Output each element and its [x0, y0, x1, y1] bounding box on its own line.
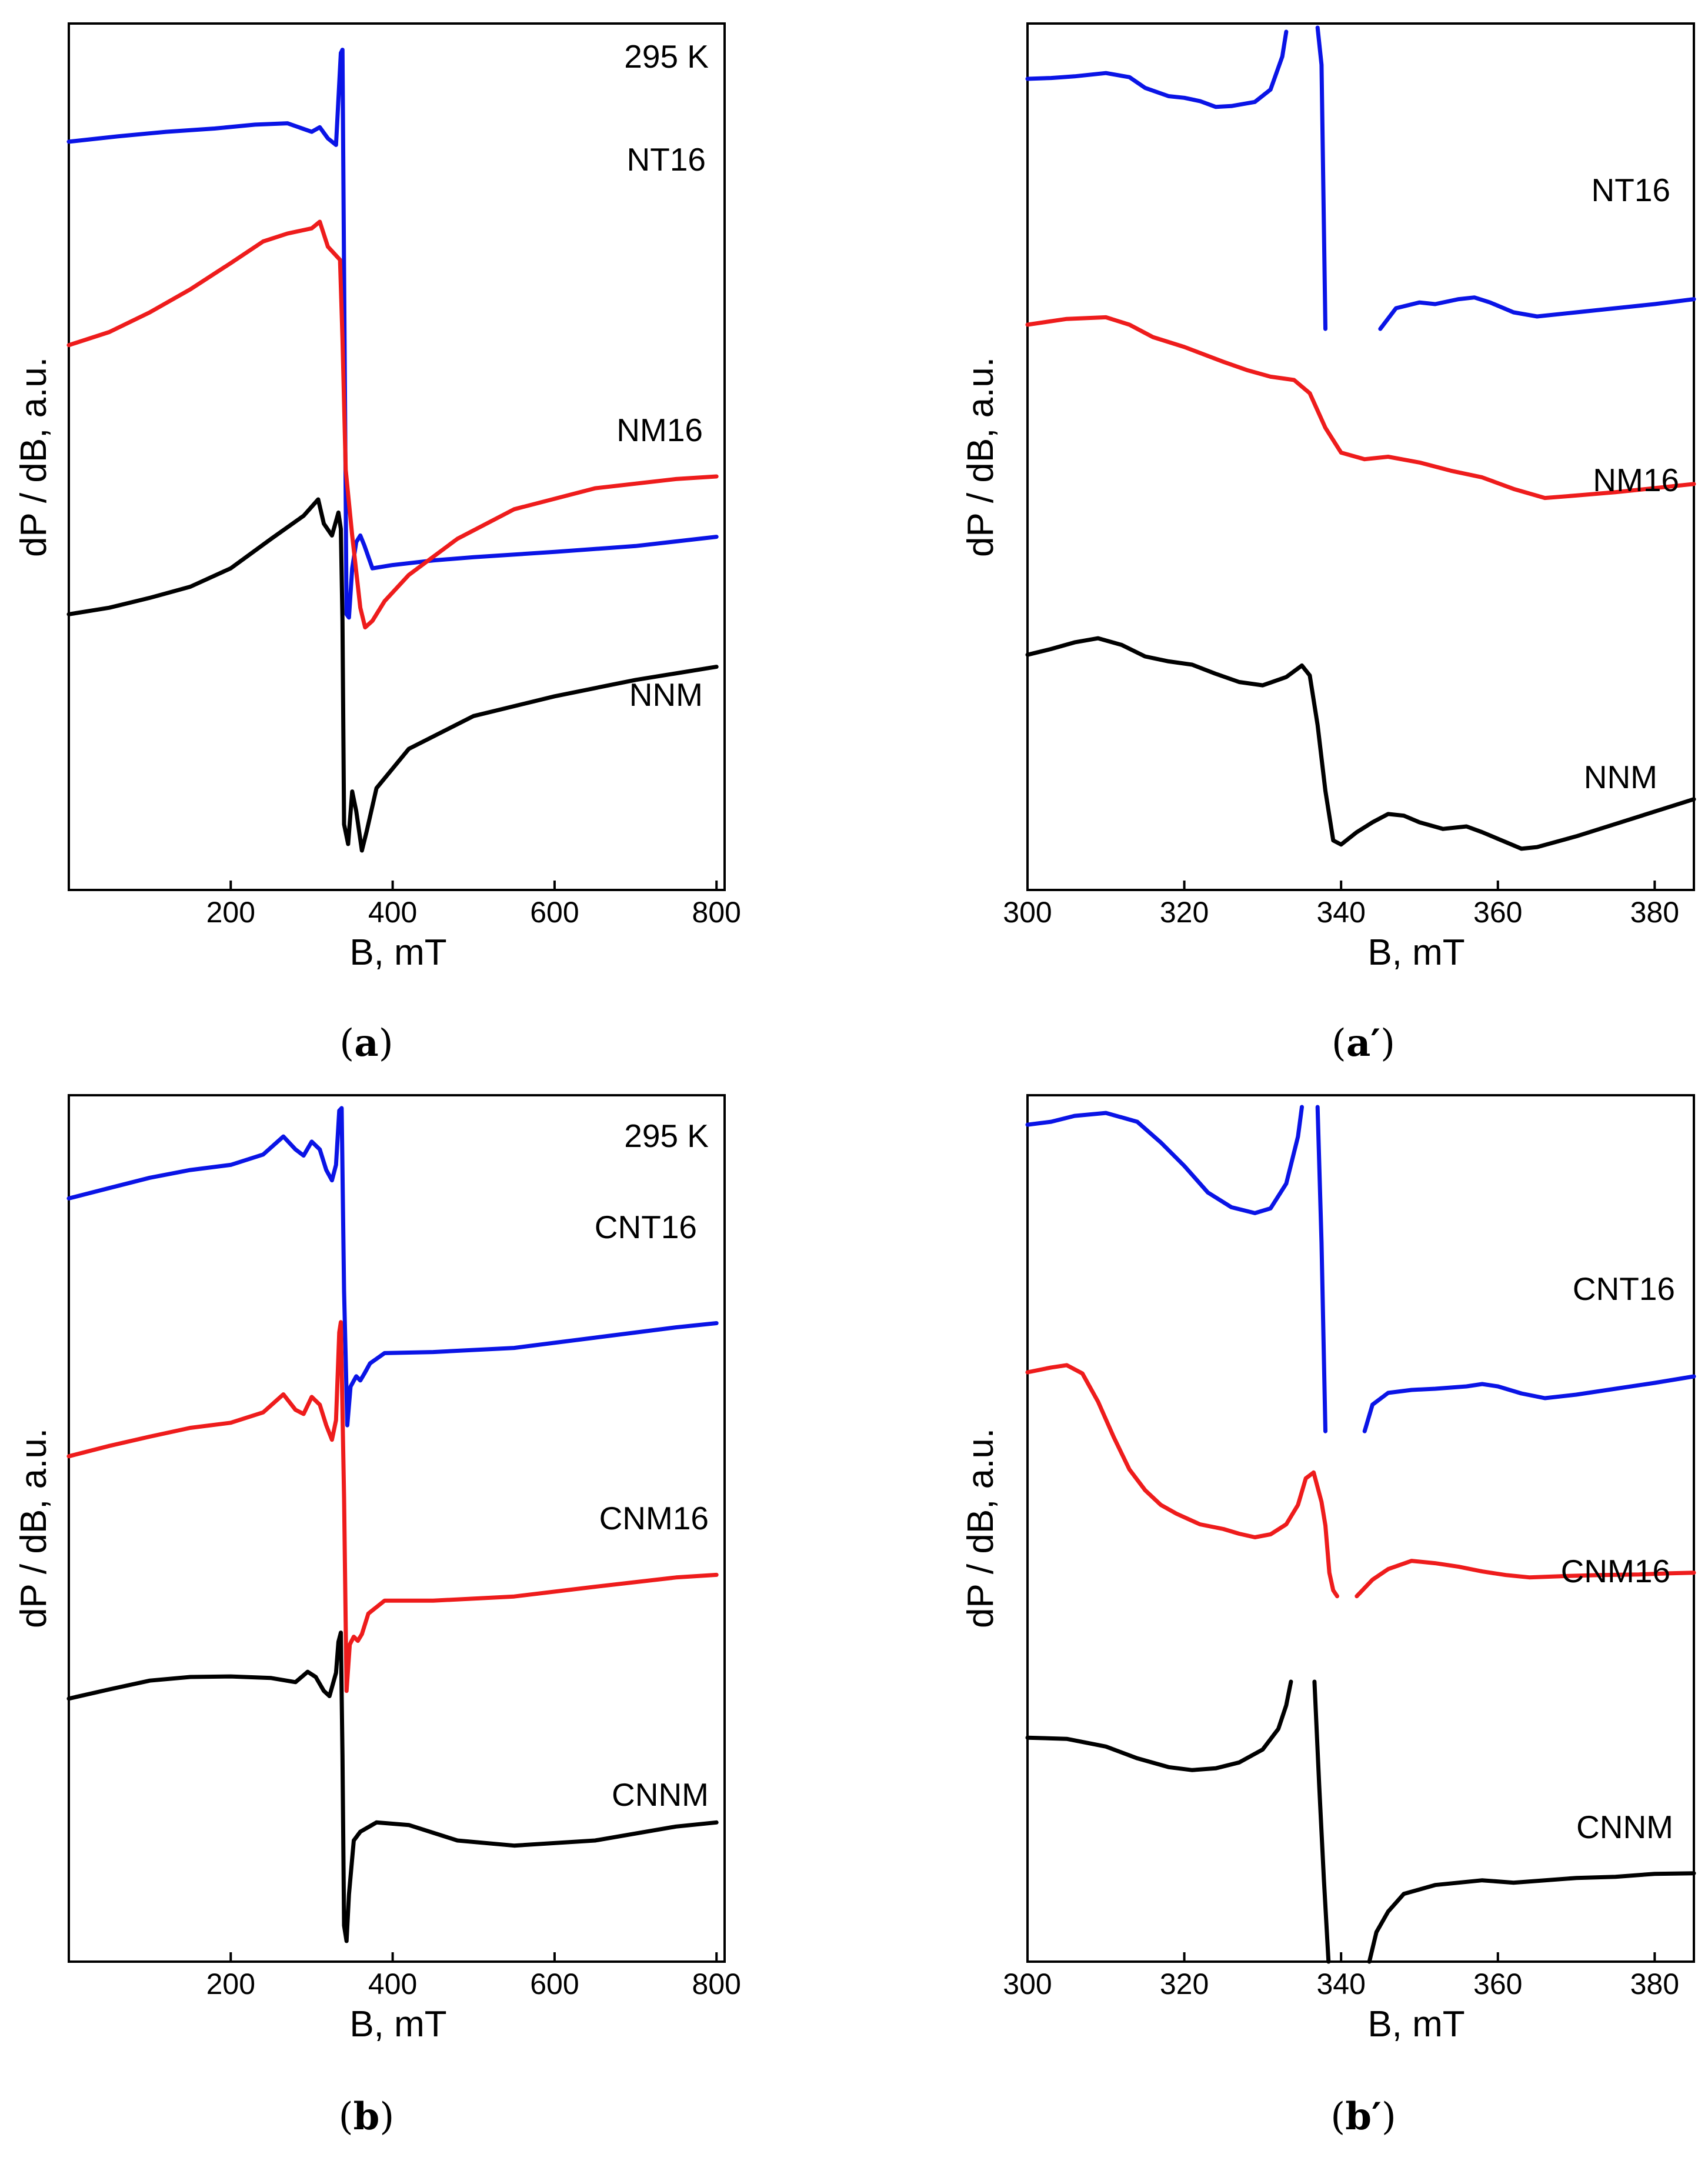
panel-b-prime-x-axis-title: B, mT [1367, 2004, 1465, 2045]
panel-a-prime-x-ticks: 300 320 340 360 380 [1003, 881, 1679, 929]
x-tick-label: 200 [206, 896, 255, 929]
x-tick-label: 340 [1316, 896, 1365, 929]
panel-a-label-nnm: NNM [629, 676, 703, 713]
panel-b-temperature: 295 K [624, 1118, 709, 1154]
x-tick-label: 380 [1630, 896, 1679, 929]
panel-a-prime-plot-frame [1026, 22, 1695, 891]
panel-b-prime-plot-frame [1026, 1094, 1695, 1963]
x-tick-label: 320 [1160, 896, 1209, 929]
panel-a-label-nm16: NM16 [616, 412, 703, 448]
series-nt16-line [1315, 25, 1327, 331]
panel-b-label-cnt16: CNT16 [595, 1209, 697, 1245]
x-tick-label: 400 [368, 1968, 417, 2000]
x-tick-label: 800 [692, 896, 741, 929]
x-tick-label: 360 [1473, 1968, 1522, 2000]
panel-a-prime-label-nnm: NNM [1584, 759, 1657, 795]
series-nt16-line [1378, 295, 1696, 331]
x-tick-label: 400 [368, 896, 417, 929]
series-cnt16-line [1315, 1105, 1327, 1433]
panel-b-label-cnnm: CNNM [612, 1776, 709, 1813]
panel-a: 200 400 600 800 B, mT dP / dB, a.u. 295 K N… [14, 22, 741, 1065]
series-nnm-line [66, 497, 719, 853]
x-tick-label: 600 [530, 896, 579, 929]
panel-a-prime-label-nm16: NM16 [1593, 462, 1679, 498]
panel-a-prime: 300 320 340 360 380 B, mT dP / dB, a.u. NT16… [960, 22, 1696, 1065]
panel-a-temperature: 295 K [624, 38, 709, 75]
x-tick-label: 200 [206, 1968, 255, 2000]
series-cnm16-line [66, 1320, 719, 1693]
panel-b: 200 400 600 800 B, mT dP / dB, a.u. 295 K C… [14, 1094, 741, 2139]
panel-a-prime-caption: (a′) [1332, 1021, 1395, 1065]
series-nm16-line [66, 219, 719, 630]
x-tick-label: 600 [530, 1968, 579, 2000]
panel-b-x-ticks: 200 400 600 800 [206, 1952, 741, 2000]
series-cnnm-line [1367, 1871, 1696, 1964]
series-cnt16-line [66, 1106, 719, 1428]
panel-b-prime-label-cnnm: CNNM [1576, 1809, 1673, 1845]
panel-a-prime-series [1025, 25, 1696, 851]
panel-a-x-axis-title: B, mT [349, 932, 446, 973]
panel-b-prime-series [1025, 1105, 1696, 1964]
x-tick-label: 340 [1316, 1968, 1365, 2000]
panel-a-x-ticks: 200 400 600 800 [206, 881, 741, 929]
series-cnnm-line [66, 1630, 719, 1943]
panel-a-label-nt16: NT16 [627, 141, 706, 178]
series-cnt16-line [1362, 1374, 1696, 1433]
panel-b-plot-frame [68, 1094, 726, 1963]
x-tick-label: 300 [1003, 1968, 1052, 2000]
x-tick-label: 300 [1003, 896, 1052, 929]
panel-a-series [66, 48, 719, 853]
series-cnnm-line [1312, 1679, 1331, 1964]
panel-a-caption-letter: a [354, 1021, 378, 1065]
series-cnm16-line [1355, 1559, 1696, 1599]
panel-a-prime-x-axis-title: B, mT [1367, 932, 1465, 973]
series-nm16-line [1025, 315, 1696, 501]
panel-b-prime-y-axis-title: dP / dB, a.u. [960, 1428, 1001, 1628]
panel-b-prime-label-cnm16: CNM16 [1561, 1553, 1670, 1589]
panel-b-prime-caption: (b′) [1330, 2095, 1396, 2139]
series-cnm16-line [1025, 1363, 1339, 1599]
series-nt16-line [1025, 29, 1289, 109]
x-tick-label: 380 [1630, 1968, 1679, 2000]
panel-a-y-axis-title: dP / dB, a.u. [14, 357, 54, 557]
series-cnnm-line [1025, 1679, 1293, 1772]
panel-b-label-cnm16: CNM16 [599, 1500, 709, 1536]
panel-a-caption: (a) [339, 1021, 393, 1065]
panel-b-x-axis-title: B, mT [349, 2004, 446, 2045]
panel-b-series [66, 1106, 719, 1943]
series-nnm-line [1025, 636, 1696, 851]
x-tick-label: 360 [1473, 896, 1522, 929]
panel-b-prime-caption-letter: b′ [1345, 2095, 1382, 2139]
panel-b-prime-label-cnt16: CNT16 [1573, 1271, 1675, 1307]
x-tick-label: 320 [1160, 1968, 1209, 2000]
panel-b-caption: (b) [339, 2095, 395, 2139]
series-cnt16-line [1025, 1105, 1304, 1215]
panel-b-y-axis-title: dP / dB, a.u. [14, 1428, 54, 1628]
panel-a-plot-frame [68, 22, 726, 891]
series-nt16-line [66, 48, 719, 620]
panel-a-prime-y-axis-title: dP / dB, a.u. [960, 357, 1001, 557]
panel-a-prime-label-nt16: NT16 [1592, 172, 1671, 208]
panel-b-prime: 300 320 340 360 380 B, mT dP / dB, a.u. CNT1… [960, 1094, 1696, 2139]
panel-b-caption-letter: b [353, 2095, 380, 2139]
panel-a-prime-caption-letter: a′ [1346, 1021, 1380, 1065]
panel-b-prime-x-ticks: 300 320 340 360 380 [1003, 1952, 1679, 2000]
x-tick-label: 800 [692, 1968, 741, 2000]
